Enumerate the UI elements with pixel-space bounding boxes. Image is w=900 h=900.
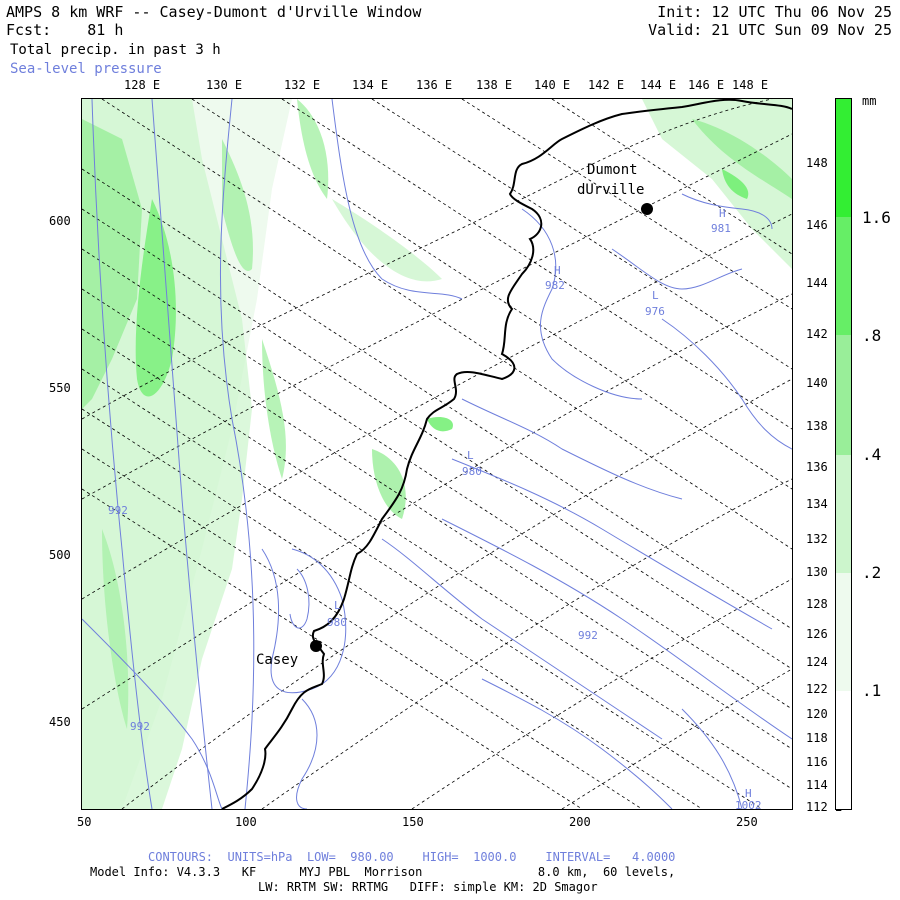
contour-info: CONTOURS: UNITS=hPa LOW= 980.00 HIGH= 10… bbox=[148, 850, 676, 864]
x-tick-label: 50 bbox=[77, 815, 92, 829]
x-tick-label: 100 bbox=[235, 815, 257, 829]
high-label: H bbox=[745, 787, 752, 800]
field-name: Total precip. in past 3 h bbox=[10, 42, 221, 58]
forecast-label: Fcst: bbox=[6, 21, 52, 39]
y-tick-label: 500 bbox=[49, 548, 71, 562]
high-label: H bbox=[554, 264, 561, 277]
top-lon-label: 132 E bbox=[284, 78, 321, 92]
pressure-value: 980 bbox=[462, 465, 482, 478]
station-marker-icon[interactable] bbox=[310, 640, 322, 652]
pressure-value: 982 bbox=[545, 279, 565, 292]
init-time: Init: 12 UTC Thu 06 Nov 25 bbox=[657, 3, 892, 21]
pressure-value: 992 bbox=[108, 504, 128, 517]
legend-swatch bbox=[836, 691, 851, 809]
precip-shading bbox=[82, 99, 792, 809]
x-tick-label: 200 bbox=[569, 815, 591, 829]
lat-lon-grid bbox=[82, 99, 792, 809]
legend-label: .8 bbox=[862, 326, 882, 345]
legend-swatch bbox=[836, 573, 851, 691]
pressure-value: 1002 bbox=[735, 799, 762, 809]
station-label: Casey bbox=[256, 652, 298, 668]
legend-swatch bbox=[836, 217, 851, 335]
x-tick-label: 250 bbox=[736, 815, 758, 829]
station-label: Dumont bbox=[587, 162, 638, 178]
y-tick-label: 550 bbox=[49, 381, 71, 395]
top-lon-label: 138 E bbox=[476, 78, 513, 92]
station-marker-icon[interactable] bbox=[641, 203, 653, 215]
legend-unit: mm bbox=[862, 94, 877, 108]
station-label: dUrville bbox=[577, 182, 644, 198]
top-lon-label: 144 E bbox=[640, 78, 677, 92]
legend-label: .1 bbox=[862, 681, 882, 700]
valid-time: Valid: 21 UTC Sun 09 Nov 25 bbox=[648, 21, 892, 39]
top-lon-label: 148 E bbox=[732, 78, 769, 92]
top-lon-label: 130 E bbox=[206, 78, 243, 92]
station-dumont-durville[interactable]: Dumont dUrville bbox=[577, 162, 653, 215]
forecast-value: 81 h bbox=[87, 21, 124, 39]
y-tick-label: 600 bbox=[49, 214, 71, 228]
legend-label: .4 bbox=[862, 445, 882, 464]
x-tick-label: 150 bbox=[402, 815, 424, 829]
pressure-value: 992 bbox=[578, 629, 598, 642]
station-casey[interactable]: Casey bbox=[256, 640, 322, 668]
low-label: L bbox=[334, 599, 341, 612]
overlay-name: Sea-level pressure bbox=[10, 61, 162, 77]
top-lon-label: 128 E bbox=[124, 78, 161, 92]
legend-colorbar bbox=[835, 98, 852, 810]
legend-label: .2 bbox=[862, 563, 882, 582]
pressure-value: 981 bbox=[711, 222, 731, 235]
low-label: L bbox=[652, 289, 659, 302]
top-lon-label: 136 E bbox=[416, 78, 453, 92]
map-canvas[interactable]: Dumont dUrville Casey H 981 H 982 L 976 … bbox=[82, 99, 792, 809]
legend-label: 1.6 bbox=[862, 208, 891, 227]
forecast-hour: Fcst: 81 h bbox=[6, 22, 123, 39]
high-label: H bbox=[719, 207, 726, 220]
physics-info: LW: RRTM SW: RRTMG DIFF: simple KM: 2D S… bbox=[258, 880, 598, 894]
pressure-center-labels: H 981 H 982 L 976 L 980 992 L 980 992 99… bbox=[108, 207, 762, 809]
model-info: Model Info: V4.3.3 KF MYJ PBL Morrison 8… bbox=[90, 865, 676, 879]
map-panel[interactable]: Dumont dUrville Casey H 981 H 982 L 976 … bbox=[81, 98, 793, 810]
low-label: L bbox=[467, 449, 474, 462]
top-lon-label: 146 E bbox=[688, 78, 725, 92]
pressure-value: 992 bbox=[130, 720, 150, 733]
legend-swatch bbox=[836, 99, 851, 217]
legend-swatch bbox=[836, 455, 851, 573]
top-lon-label: 140 E bbox=[534, 78, 571, 92]
legend-swatch bbox=[836, 335, 851, 455]
y-tick-label: 450 bbox=[49, 715, 71, 729]
top-lon-label: 142 E bbox=[588, 78, 625, 92]
map-title: AMPS 8 km WRF -- Casey-Dumont d'Urville … bbox=[6, 3, 422, 21]
coastline bbox=[221, 99, 792, 809]
pressure-value: 980 bbox=[327, 616, 347, 629]
pressure-value: 976 bbox=[645, 305, 665, 318]
top-lon-label: 134 E bbox=[352, 78, 389, 92]
